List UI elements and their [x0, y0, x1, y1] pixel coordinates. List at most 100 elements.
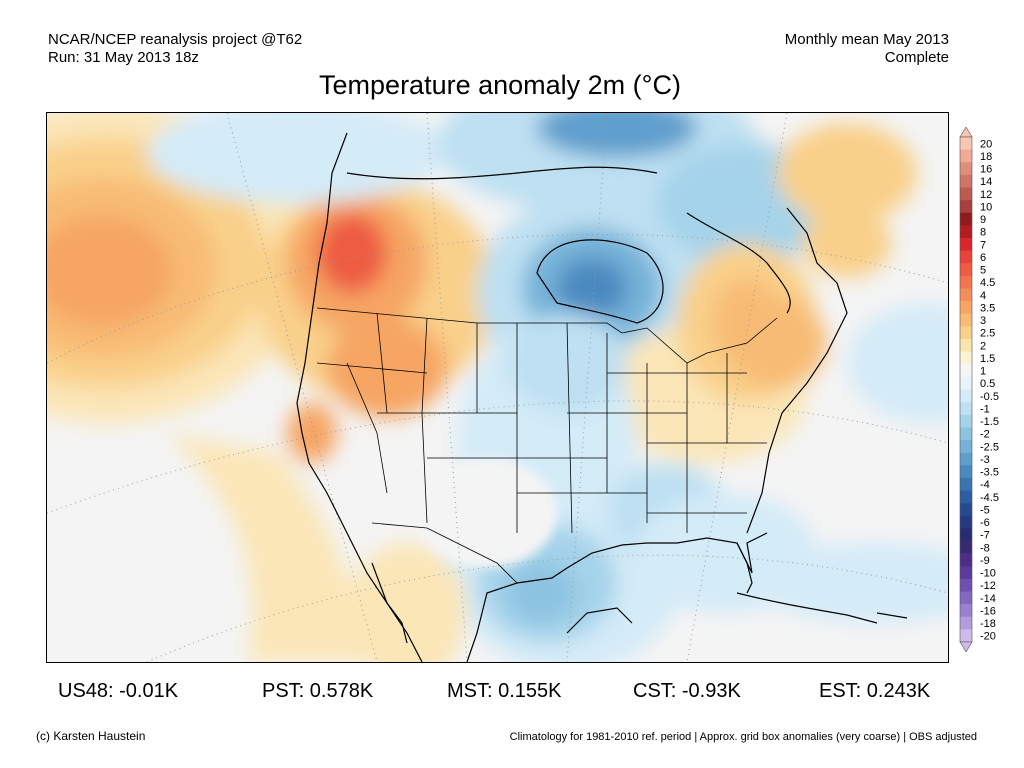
- legend-scale: 201816141210987654.543.532.521.510.5-0.5…: [959, 126, 999, 653]
- header-left: NCAR/NCEP reanalysis project @T62 Run: 3…: [48, 31, 302, 67]
- map-canvas: [47, 113, 948, 662]
- legend-label: -4: [980, 479, 990, 491]
- status-label: Complete: [884, 49, 949, 66]
- legend-label: 1: [980, 366, 986, 378]
- region-stats: US48: -0.01K PST: 0.578K MST: 0.155K CST…: [0, 680, 1024, 706]
- legend-label: -0.5: [980, 391, 999, 403]
- legend-swatch: [960, 604, 972, 618]
- legend-label: 20: [980, 138, 992, 150]
- legend-swatch: [960, 212, 972, 226]
- legend-label: 10: [980, 201, 992, 213]
- legend-label: 14: [980, 176, 992, 188]
- legend-label: -1.5: [980, 416, 999, 428]
- legend-swatch: [960, 149, 972, 163]
- legend-swatch: [960, 541, 972, 554]
- legend-label: 3: [980, 315, 986, 327]
- legend-swatch: [960, 288, 972, 302]
- legend-label: -1: [980, 403, 990, 415]
- legend-label: 3.5: [980, 302, 995, 314]
- legend-label: -20: [980, 631, 996, 643]
- legend-label: -7: [980, 530, 990, 542]
- legend-swatch: [960, 137, 972, 150]
- legend-label: 2: [980, 340, 986, 352]
- legend-label: 6: [980, 252, 986, 264]
- legend-swatch: [960, 326, 972, 340]
- anomaly-shading: [47, 113, 948, 662]
- legend-label: -12: [980, 580, 996, 592]
- period-label: Monthly mean May 2013: [784, 31, 949, 48]
- legend-label: -16: [980, 605, 996, 617]
- legend-label: 1.5: [980, 353, 995, 365]
- stat-mst: MST: 0.155K: [447, 680, 562, 702]
- legend-label: 16: [980, 164, 992, 176]
- legend-swatch: [960, 364, 972, 378]
- coastlines: [296, 132, 908, 662]
- legend-swatch: [960, 313, 972, 327]
- anomaly-map: [46, 112, 949, 663]
- legend-swatch: [960, 452, 972, 466]
- legend-label: -3.5: [980, 467, 999, 479]
- legend-label: -8: [980, 542, 990, 554]
- legend-swatch: [960, 238, 972, 251]
- legend-swatch: [960, 275, 972, 289]
- map-title: Temperature anomaly 2m (°C): [319, 70, 681, 100]
- legend-swatch: [960, 339, 972, 352]
- legend-swatch: [960, 250, 972, 264]
- legend-swatch: [960, 225, 972, 239]
- legend-label: -5: [980, 504, 990, 516]
- legend-swatch: [960, 591, 972, 605]
- legend-swatch: [960, 629, 972, 643]
- legend-label: 18: [980, 151, 992, 163]
- stat-pst: PST: 0.578K: [262, 680, 374, 702]
- stat-us48: US48: -0.01K: [58, 680, 179, 702]
- legend-swatch: [960, 402, 972, 416]
- legend-label: 4.5: [980, 277, 995, 289]
- stat-cst: CST: -0.93K: [633, 680, 741, 702]
- legend-swatch: [960, 440, 972, 453]
- model-run-label: NCAR/NCEP reanalysis project @T62: [48, 31, 303, 48]
- legend-label: 4: [980, 290, 986, 302]
- legend-swatch: [960, 187, 972, 201]
- legend-arrow-bottom: [959, 641, 973, 653]
- legend-swatch: [960, 200, 972, 214]
- legend-label: 9: [980, 214, 986, 226]
- legend-label: 5: [980, 265, 986, 277]
- legend-swatch: [960, 351, 972, 365]
- legend-swatch: [960, 490, 972, 504]
- legend-swatch: [960, 301, 972, 315]
- legend-swatch: [960, 515, 972, 529]
- legend-label: -10: [980, 568, 996, 580]
- legend-swatch: [960, 376, 972, 390]
- legend-label: -2.5: [980, 441, 999, 453]
- legend-arrow-top: [959, 126, 973, 138]
- legend-swatch: [960, 174, 972, 188]
- legend-swatch: [960, 616, 972, 630]
- stat-est: EST: 0.243K: [819, 680, 931, 702]
- legend-label: 7: [980, 239, 986, 251]
- legend-swatch: [960, 263, 972, 277]
- legend-swatch: [960, 414, 972, 428]
- legend-label: 0.5: [980, 378, 995, 390]
- legend-swatch: [960, 566, 972, 580]
- legend-label: -9: [980, 555, 990, 567]
- legend-swatch: [960, 503, 972, 517]
- legend-swatch: [960, 578, 972, 592]
- color-legend: 20 18 16 14 12 10 9 8 7 6 5 4.5 4 3.5 3 2.5 2 1.5 1 0.5 -0.5…: [958, 126, 1018, 653]
- header-right: Monthly mean May 2013 Complete: [785, 31, 949, 67]
- legend-label: 8: [980, 227, 986, 239]
- legend-label: -6: [980, 517, 990, 529]
- legend-label: 12: [980, 189, 992, 201]
- legend-label: 2.5: [980, 328, 995, 340]
- legend-swatch: [960, 477, 972, 491]
- legend-label: -3: [980, 454, 990, 466]
- political-borders: [316, 307, 778, 584]
- legend-label: -18: [980, 618, 996, 630]
- legend-swatch: [960, 427, 972, 441]
- legend-label: -4.5: [980, 492, 999, 504]
- run-time-label: Run: 31 May 2013 18z: [48, 49, 199, 66]
- legend-label: -14: [980, 593, 996, 605]
- legend-swatch: [960, 389, 972, 403]
- copyright: (c) Karsten Haustein: [36, 729, 146, 743]
- legend-swatch: [960, 162, 972, 176]
- legend-label: -2: [980, 429, 990, 441]
